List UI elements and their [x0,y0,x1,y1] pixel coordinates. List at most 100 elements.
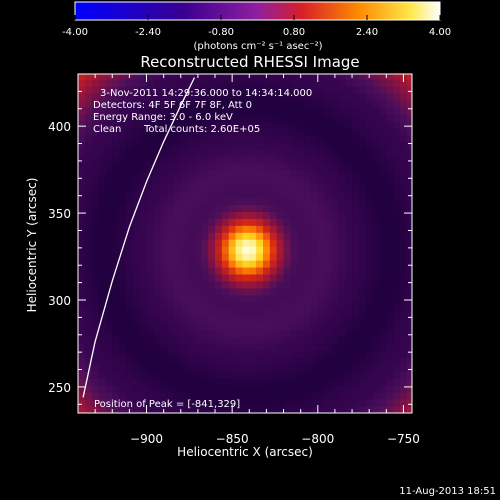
heatmap-cell [338,260,346,268]
heatmap-cell [269,253,278,261]
heatmap-cell [276,148,285,157]
heatmap-cell [139,329,148,338]
heatmap-cell [235,357,244,365]
heatmap-cell [187,294,196,303]
heatmap-cell [304,148,312,157]
heatmap-cell [242,107,250,115]
heatmap-cell [317,86,326,94]
heatmap-cell [125,378,134,386]
heatmap-cell [180,190,189,199]
heatmap-cell [393,294,401,303]
heatmap-cell [338,239,346,247]
heatmap-cell [221,308,230,317]
heatmap-cell [78,239,86,247]
heatmap-cell [386,169,394,178]
heatmap-cell [208,176,216,185]
heatmap-cell [146,399,154,407]
heatmap-cell [208,343,216,352]
heatmap-cell [406,169,412,178]
heatmap-cell [310,141,319,150]
heatmap-cell [91,120,100,129]
heatmap-cell [262,190,271,199]
heatmap-cell [187,204,196,212]
heatmap-cell [132,74,141,80]
heatmap-cell [317,343,326,352]
heatmap-cell [331,350,339,358]
heatmap-cell [338,280,346,289]
heatmap-cell [345,280,353,289]
heatmap-cell [262,350,271,358]
heatmap-cell [132,190,141,199]
heatmap-cell [310,197,319,205]
heatmap-cell [262,134,271,143]
heatmap-cell [78,253,86,261]
heatmap-cell [91,357,100,365]
heatmap-cell [180,357,189,365]
heatmap-cell [160,176,168,185]
heatmap-cell [201,385,209,393]
heatmap-cell [304,308,312,317]
heatmap-cell [132,385,141,393]
heatmap-cell [310,127,319,136]
heatmap-cell [317,225,326,233]
heatmap-cell [400,315,408,324]
heatmap-cell [290,107,298,115]
heatmap-cell [297,350,305,358]
heatmap-cell [78,148,86,157]
heatmap-cell [105,176,113,185]
heatmap-cell [167,399,175,407]
heatmap-cell [345,308,353,317]
heatmap-cell [372,93,381,101]
heatmap-cell [352,378,360,386]
heatmap-cell [139,392,148,400]
heatmap-cell [201,107,209,115]
heatmap-cell [146,86,154,94]
heatmap-cell [393,169,401,178]
heatmap-cell [84,162,93,171]
heatmap-cell [310,74,319,80]
heatmap-cell [386,385,394,393]
heatmap-cell [352,74,360,80]
heatmap-cell [338,266,346,275]
heatmap-cell [187,134,196,143]
heatmap-cell [242,336,250,345]
heatmap-cell [139,120,148,129]
heatmap-cell [393,308,401,317]
heatmap-cell [78,134,86,143]
heatmap-cell [208,74,216,80]
heatmap-cell [372,120,381,129]
heatmap-cell [262,308,271,317]
heatmap-cell [160,218,168,226]
heatmap-cell [379,100,387,108]
heatmap-cell [331,120,339,129]
heatmap-cell [365,392,374,400]
heatmap-cell [180,378,189,386]
heatmap-cell [276,301,285,310]
heatmap-cell [345,155,353,164]
heatmap-cell [310,280,319,289]
heatmap-cell [406,86,412,94]
heatmap-cell [304,260,312,268]
heatmap-cell [139,141,148,150]
heatmap-cell [372,211,381,219]
heatmap-cell [173,406,182,413]
heatmap-cell [91,169,100,178]
heatmap-cell [310,273,319,282]
heatmap-cell [393,176,401,185]
heatmap-cell [283,253,291,261]
heatmap-cell [249,183,257,192]
heatmap-cell [78,246,86,254]
heatmap-cell [304,336,312,345]
heatmap-cell [304,79,312,87]
heatmap-cell [201,406,209,413]
colorbar-bar [74,1,441,21]
heatmap-cell [310,190,319,199]
heatmap-cell [235,79,244,87]
heatmap-cell [256,211,264,219]
heatmap-cell [194,287,202,296]
heatmap-cell [153,343,161,352]
heatmap-cell [386,197,394,205]
heatmap-cell [187,120,196,129]
heatmap-cell [146,343,154,352]
heatmap-cell [338,148,346,157]
